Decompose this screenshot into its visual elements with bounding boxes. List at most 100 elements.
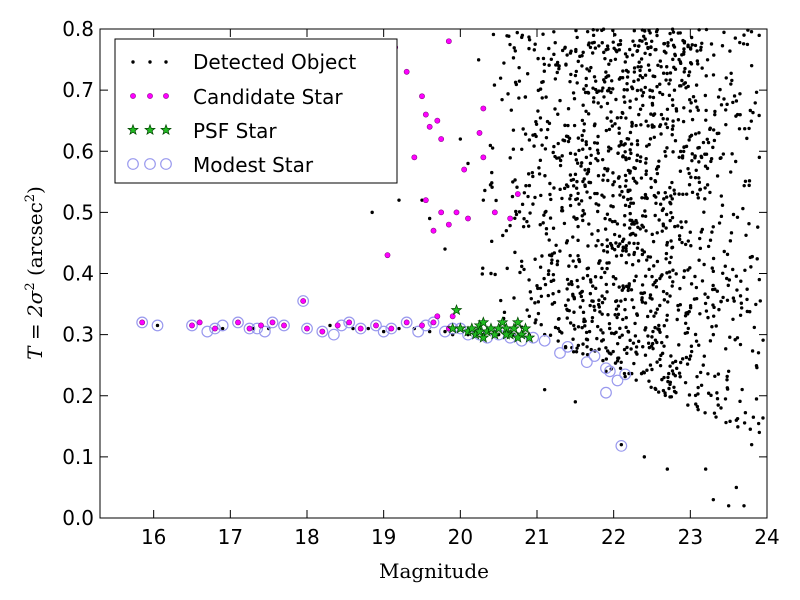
detected-object-point (625, 81, 629, 86)
detected-object-point (695, 59, 700, 63)
detected-object-point (572, 215, 576, 219)
detected-object-point (563, 344, 568, 349)
detected-object-point (653, 48, 657, 52)
detected-object-point (621, 69, 625, 73)
psf-star-point (450, 303, 463, 316)
detected-object-point (738, 399, 742, 404)
detected-object-point (686, 43, 690, 47)
detected-object-point (628, 211, 632, 216)
detected-object-point (706, 315, 710, 320)
detected-object-point (719, 214, 724, 219)
detected-object-point (666, 44, 670, 48)
detected-object-point (608, 218, 612, 222)
detected-object-point (526, 172, 531, 176)
detected-object-point (651, 283, 655, 287)
detected-object-point (511, 180, 515, 184)
x-tick-label: 18 (294, 525, 319, 549)
detected-object-point (574, 158, 579, 162)
detected-object-point (688, 109, 693, 113)
modest-star-point (538, 334, 551, 347)
detected-object-point (623, 184, 628, 188)
detected-object-point (605, 290, 609, 294)
detected-object-point (696, 108, 700, 112)
detected-object-point (466, 161, 470, 166)
detected-object-point (624, 261, 629, 265)
detected-object-point (654, 285, 659, 289)
detected-object-point (638, 227, 642, 231)
detected-object-point (640, 252, 645, 257)
detected-object-point (576, 59, 580, 64)
y-axis-label: T = 2σ2 (arcsec2) (23, 186, 47, 360)
detected-object-point (549, 279, 553, 284)
detected-object-point (600, 89, 604, 93)
detected-object-point (618, 335, 622, 339)
detected-object-point (665, 125, 670, 130)
candidate-star-point (438, 209, 445, 216)
detected-object-point (715, 397, 720, 401)
detected-object-point (652, 264, 656, 268)
detected-object-point (623, 100, 627, 104)
detected-object-point (624, 68, 629, 73)
detected-object-point (568, 203, 573, 208)
detected-object-point (651, 95, 656, 100)
detected-object-point (676, 308, 681, 312)
detected-object-point (542, 276, 546, 281)
y-tick-label: 0.1 (62, 445, 94, 469)
detected-object-point (667, 371, 671, 376)
detected-object-point (519, 259, 524, 263)
detected-object-point (669, 38, 674, 42)
candidate-star-point (281, 322, 287, 329)
detected-object-point (724, 76, 728, 80)
detected-object-point (713, 109, 717, 114)
detected-object-point (648, 255, 653, 259)
y-tick-label: 0.8 (62, 17, 94, 41)
detected-object-point (540, 254, 544, 258)
detected-object-point (725, 276, 729, 281)
detected-object-point (581, 179, 585, 184)
detected-object-point (501, 233, 505, 238)
detected-object-point (669, 255, 673, 259)
detected-object-point (697, 160, 701, 164)
detected-object-point (643, 37, 647, 41)
detected-object-point (593, 191, 597, 196)
detected-object-point (660, 229, 664, 233)
detected-object-point (581, 147, 585, 151)
detected-object-point (539, 193, 543, 198)
detected-object-point (640, 75, 645, 80)
detected-object-point (688, 306, 693, 310)
detected-object-point (670, 215, 675, 220)
detected-object-point (668, 395, 672, 399)
detected-object-point (605, 212, 610, 216)
detected-object-point (593, 308, 597, 312)
detected-object-point (668, 218, 672, 223)
detected-object-point (566, 107, 571, 111)
detected-object-point (527, 38, 532, 42)
detected-object-point (731, 267, 735, 272)
detected-object-point (552, 144, 556, 149)
detected-object-point (721, 271, 725, 275)
detected-object-point (576, 224, 580, 229)
detected-object-point (624, 178, 628, 183)
detected-object-point (629, 347, 633, 351)
detected-object-point (656, 390, 661, 394)
detected-object-point (596, 203, 601, 207)
candidate-star-point (246, 325, 253, 332)
detected-object-point (632, 361, 636, 366)
detected-object-point (670, 284, 674, 288)
detected-object-point (663, 393, 667, 398)
detected-object-point (627, 156, 631, 161)
detected-object-point (648, 363, 653, 367)
y-tick-label: 0.7 (62, 78, 94, 102)
detected-object-point (566, 298, 570, 302)
detected-object-point (699, 154, 703, 159)
detected-object-point (696, 196, 700, 200)
detected-object-point (590, 299, 594, 303)
detected-object-point (655, 171, 660, 176)
modest-star-point (400, 316, 413, 329)
detected-object-point (749, 30, 754, 34)
detected-object-point (649, 344, 654, 348)
detected-object-point (607, 351, 611, 355)
detected-object-point (572, 323, 576, 328)
detected-object-point (589, 153, 593, 157)
detected-object-point (646, 124, 650, 128)
